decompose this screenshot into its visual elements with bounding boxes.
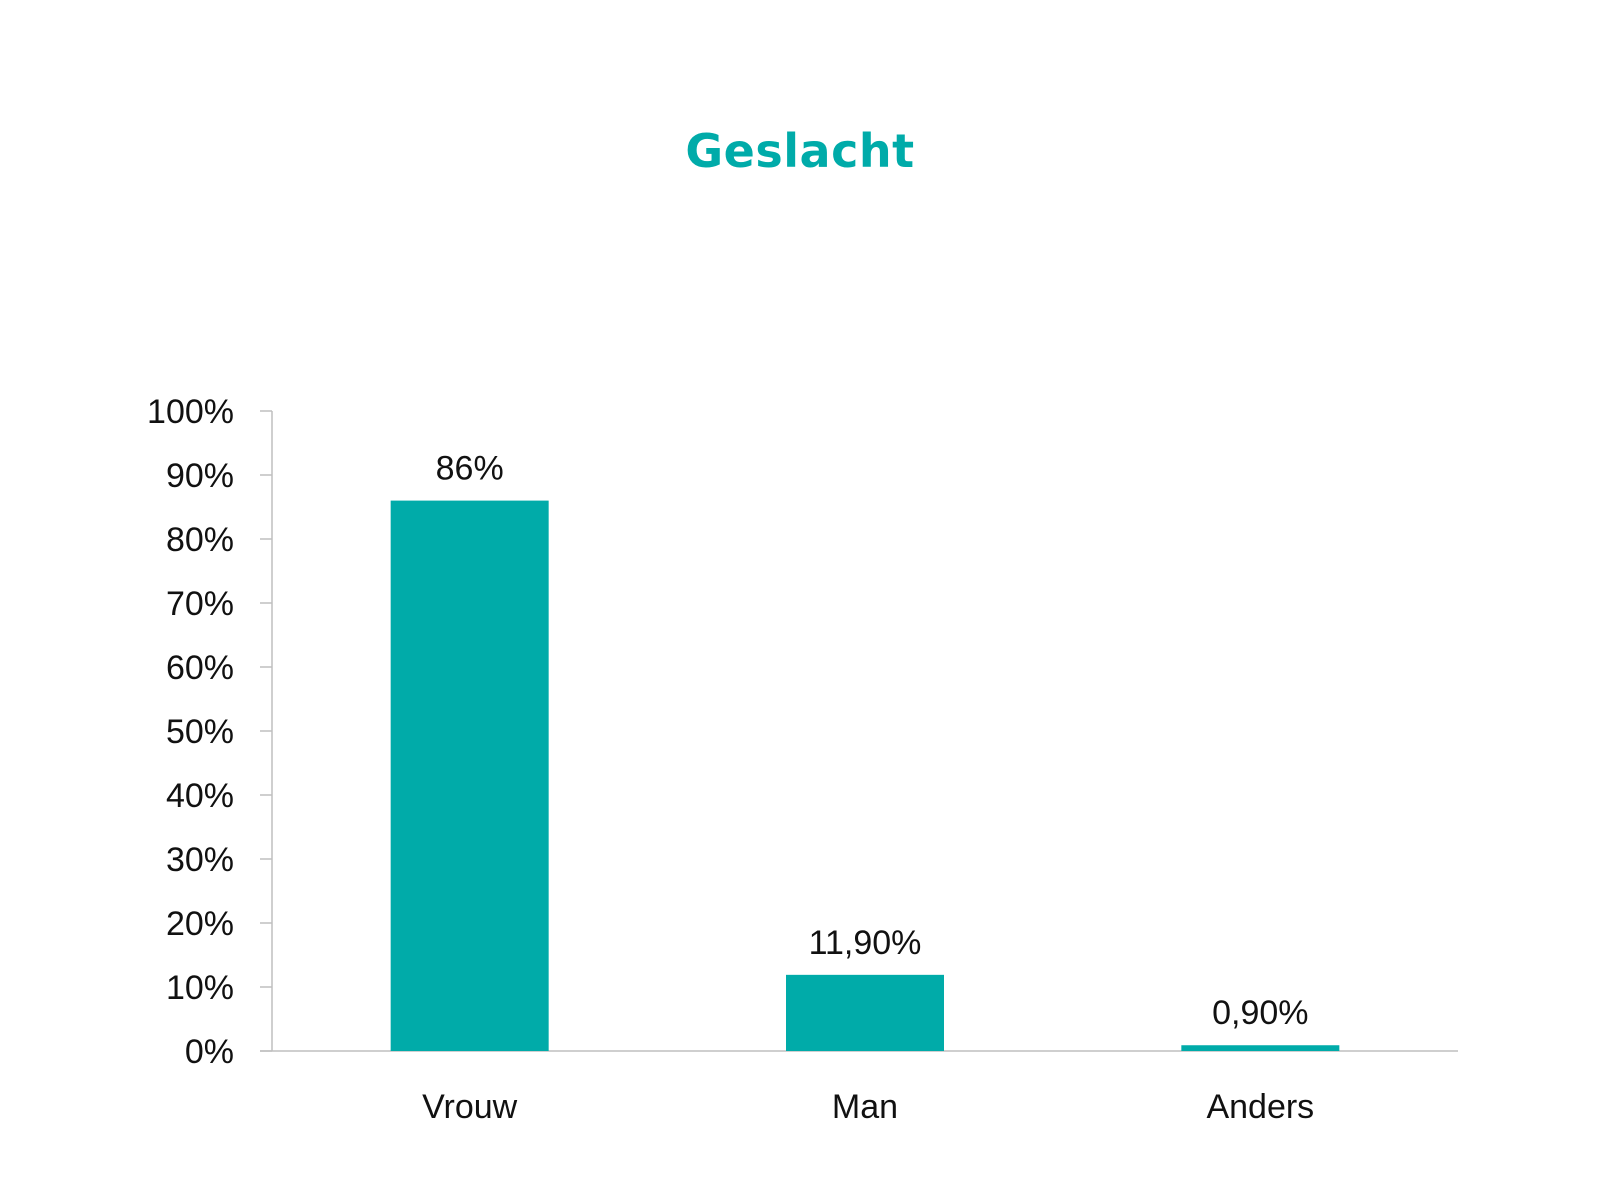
y-tick-label: 80% [166, 521, 234, 559]
bar [786, 974, 944, 1051]
y-tick-label: 40% [166, 777, 234, 815]
data-label: 0,90% [1212, 994, 1308, 1032]
data-label: 11,90% [809, 924, 922, 962]
chart-labels: 0% 10% 20% 30% 40% 50% 60% 70% 80% 90% 100% 86% Vrou… [147, 393, 1314, 1126]
y-tick-label: 20% [166, 905, 234, 943]
bar [390, 500, 549, 1052]
y-tick-label: 50% [166, 713, 234, 751]
y-tick-label: 30% [166, 841, 234, 879]
y-tick-label: 0% [185, 1033, 234, 1071]
y-tick-label: 100% [147, 393, 234, 431]
chart-bars [390, 500, 1340, 1052]
x-category-label: Man [832, 1088, 898, 1126]
y-tick-label: 10% [166, 969, 234, 1007]
data-label: 86% [436, 450, 504, 488]
y-tick-label: 90% [166, 457, 234, 495]
bar [1181, 1045, 1340, 1051]
x-category-label: Vrouw [422, 1088, 518, 1126]
y-tick-label: 70% [166, 585, 234, 623]
chart-title: Geslacht [685, 124, 915, 178]
x-category-label: Anders [1206, 1088, 1314, 1126]
y-tick-label: 60% [166, 649, 234, 687]
